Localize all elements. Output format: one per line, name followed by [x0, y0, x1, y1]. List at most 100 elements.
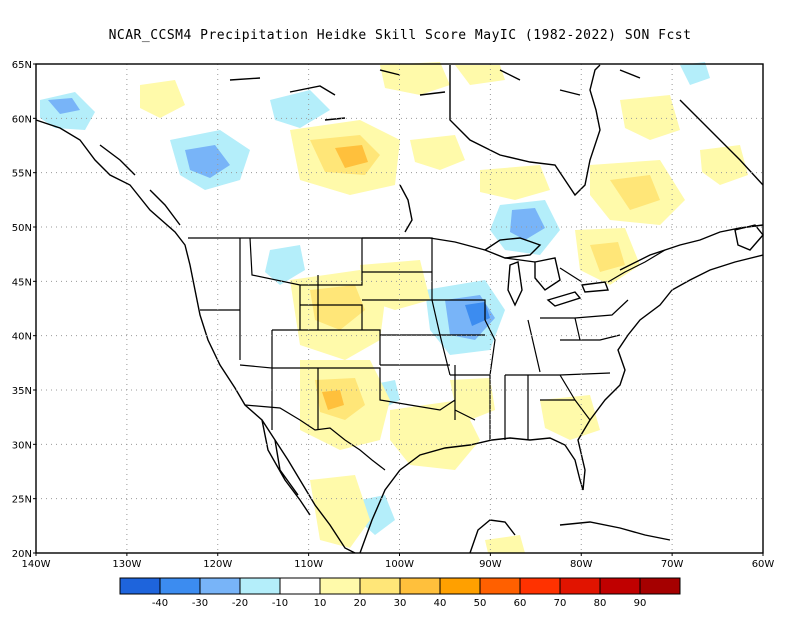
lon-label: 120W — [203, 559, 232, 570]
colorbar-label: 40 — [434, 598, 447, 609]
lat-label: 65N — [12, 60, 32, 71]
shade-patch — [610, 175, 660, 210]
colorbar-swatch — [479, 577, 521, 595]
newfoundland — [734, 224, 764, 251]
colorbar-label: 60 — [514, 598, 527, 609]
shade-patch — [620, 95, 680, 140]
colorbar-label: 90 — [634, 598, 647, 609]
shade-patch — [310, 475, 370, 548]
lake-michigan — [507, 261, 523, 307]
colorbar-label: 10 — [314, 598, 327, 609]
lat-label: 45N — [12, 277, 32, 288]
shade-patch — [270, 90, 330, 128]
colorbar-swatch — [359, 577, 401, 595]
lat-label: 60N — [12, 114, 32, 125]
colorbar-swatch — [439, 577, 481, 595]
colorbar-swatch — [639, 577, 681, 595]
shade-patch — [310, 285, 365, 330]
shade-patch — [480, 165, 550, 200]
lon-label: 70W — [661, 559, 684, 570]
colorbar-swatch — [159, 577, 201, 595]
colorbar-swatch — [279, 577, 321, 595]
latitude-labels: 65N 60N 55N 50N 45N 40N 35N 30N 25N 20N — [12, 60, 32, 560]
colorbar-label: -10 — [272, 598, 288, 609]
colorbar-label: 50 — [474, 598, 487, 609]
lat-label: 50N — [12, 223, 32, 234]
shade-patch — [410, 135, 465, 170]
lat-label: 20N — [12, 549, 32, 560]
colorbar-label: 30 — [394, 598, 407, 609]
longitude-ticks — [35, 553, 764, 556]
colorbar — [119, 577, 681, 595]
shade-patch — [390, 400, 480, 470]
bc-islands — [99, 144, 181, 226]
lake-ontario — [580, 281, 609, 293]
baja-coastline — [261, 419, 311, 516]
colorbar-label: -20 — [232, 598, 248, 609]
shade-patch — [358, 495, 395, 535]
shade-patch — [590, 242, 625, 272]
lon-label: 60W — [752, 559, 775, 570]
us-mexico-border — [244, 404, 386, 471]
lake-huron — [534, 257, 561, 291]
shade-patch — [140, 80, 185, 118]
shade-patch — [265, 245, 305, 285]
hudson-bay — [449, 64, 601, 197]
colorbar-label: 70 — [554, 598, 567, 609]
longitude-labels: 140W 130W 120W 110W 100W 90W 80W 70W 60W — [22, 559, 775, 570]
st-lawrence — [619, 224, 764, 271]
lat-label: 55N — [12, 169, 32, 180]
shade-patch — [485, 535, 525, 553]
shade-patch — [680, 62, 710, 85]
lat-label: 35N — [12, 386, 32, 397]
lat-label: 40N — [12, 332, 32, 343]
colorbar-swatch — [399, 577, 441, 595]
lon-label: 140W — [22, 559, 51, 570]
shade-patch — [510, 208, 545, 240]
shade-patch — [700, 145, 748, 185]
colorbar-swatch — [239, 577, 281, 595]
colorbar-swatch — [199, 577, 241, 595]
political-borders — [188, 237, 666, 471]
coastlines-and-borders — [35, 64, 764, 554]
shade-patch — [455, 65, 505, 85]
shade-patch — [450, 378, 495, 420]
lon-label: 130W — [112, 559, 141, 570]
state-lines — [200, 237, 629, 440]
colorbar-label: -30 — [192, 598, 208, 609]
colorbar-label: -40 — [152, 598, 168, 609]
shade-patch — [465, 302, 490, 326]
lon-label: 90W — [479, 559, 502, 570]
colorbar-swatch — [519, 577, 561, 595]
arctic-islands — [229, 69, 641, 96]
colorbar-label: 80 — [594, 598, 607, 609]
lon-label: 110W — [294, 559, 323, 570]
shade-patch — [335, 145, 368, 168]
lon-label: 80W — [570, 559, 593, 570]
cuba-coastline — [559, 521, 671, 541]
lat-lon-gridlines — [36, 64, 763, 553]
shade-patch — [322, 390, 344, 410]
shade-patch — [48, 98, 80, 114]
shade-patch — [185, 145, 230, 178]
lat-label: 25N — [12, 495, 32, 506]
great-slave-lake — [289, 85, 336, 96]
lat-label: 30N — [12, 440, 32, 451]
lake-erie — [546, 291, 582, 307]
colorbar-swatch — [599, 577, 641, 595]
colorbar-swatch — [319, 577, 361, 595]
lon-label: 100W — [385, 559, 414, 570]
us-canada-border — [188, 237, 666, 283]
lake-winnipeg — [399, 184, 413, 233]
pacific-coastline — [35, 119, 356, 554]
gulf-coastline — [359, 437, 584, 554]
colorbar-labels: -40 -30 -20 -10 10 20 30 40 50 60 70 80 90 — [152, 598, 647, 609]
shade-patch — [380, 62, 450, 95]
labrador-coast — [679, 99, 764, 186]
atlantic-coastline — [577, 254, 764, 491]
skill-score-shading — [40, 62, 748, 553]
colorbar-swatch — [559, 577, 601, 595]
colorbar-swatch — [119, 577, 161, 595]
map-title: NCAR_CCSM4 Precipitation Heidke Skill Sc… — [108, 28, 692, 43]
